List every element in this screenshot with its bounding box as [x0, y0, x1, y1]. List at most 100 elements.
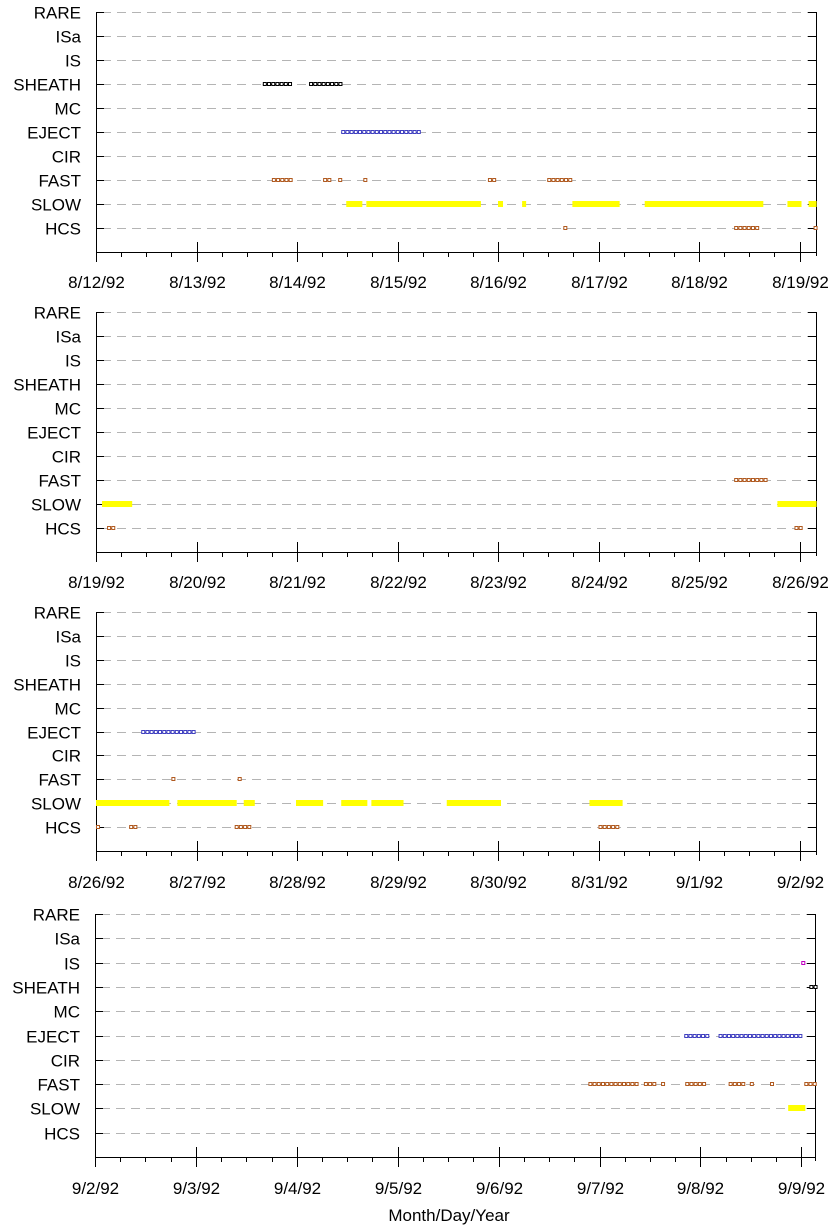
interval-marker: [742, 226, 747, 230]
interval-marker: [705, 1034, 710, 1038]
interval-marker: [191, 730, 196, 734]
x-tick-label: 9/1/92: [676, 873, 723, 892]
slow-bar: [96, 800, 170, 806]
interval-marker: [602, 825, 607, 829]
eject-interval: [141, 730, 196, 734]
x-tick-label: 8/24/92: [571, 573, 628, 592]
interval-marker: [605, 1082, 610, 1086]
interval-marker: [129, 825, 134, 829]
x-tick-label: 9/7/92: [577, 1179, 624, 1198]
interval-marker: [722, 1034, 727, 1038]
panel-4: RARE ISa IS SHEATH MC EJECT CIR FAST SLOW HCS 9/2/…: [12, 906, 825, 1199]
sheath-interval: [809, 985, 818, 989]
interval-marker: [179, 730, 184, 734]
interval-marker: [145, 730, 150, 734]
x-tick-label: 8/19/92: [68, 573, 125, 592]
interval-marker: [133, 825, 138, 829]
interval-marker: [338, 82, 343, 86]
interval-marker: [353, 130, 358, 134]
interval-marker: [617, 1082, 622, 1086]
interval-marker: [634, 1082, 639, 1086]
slow-bar: [644, 201, 764, 207]
interval-marker: [693, 1082, 698, 1086]
interval-marker: [652, 1082, 657, 1086]
y-tick-label: SHEATH: [13, 376, 81, 395]
interval-marker: [387, 130, 392, 134]
fast-interval: [338, 178, 343, 182]
x-tick-label: 8/23/92: [470, 573, 527, 592]
y-tick-label: HCS: [44, 1125, 80, 1144]
interval-marker: [701, 1034, 706, 1038]
interval-marker: [234, 825, 239, 829]
interval-marker: [746, 478, 751, 482]
y-tick-label: SLOW: [30, 1100, 80, 1119]
interval-marker: [609, 1082, 614, 1086]
interval-marker: [689, 1082, 694, 1086]
interval-marker: [763, 478, 768, 482]
interval-marker: [615, 825, 620, 829]
fast-interval: [363, 178, 368, 182]
y-tick-label: ISa: [55, 28, 81, 47]
interval-marker: [596, 1082, 601, 1086]
interval-marker: [798, 1034, 803, 1038]
eject-interval: [341, 130, 421, 134]
sheath-interval: [262, 82, 293, 86]
fast-interval: [588, 1082, 639, 1086]
interval-marker: [760, 1034, 765, 1038]
x-tick-label: 8/14/92: [269, 273, 326, 292]
y-tick-label: HCS: [45, 819, 81, 838]
slow-bar: [777, 501, 817, 507]
interval-marker: [684, 1034, 689, 1038]
y-tick-label: CIR: [52, 148, 81, 167]
interval-marker: [735, 1034, 740, 1038]
chart-panels: RARE ISa IS SHEATH MC EJECT CIR FAST SLOW HCS 8/12…: [12, 4, 829, 1199]
y-tick-label: SLOW: [31, 795, 81, 814]
interval-marker: [746, 226, 751, 230]
slow-bar: [788, 1105, 806, 1111]
y-tick-label: SLOW: [31, 496, 81, 515]
slow-bar: [346, 201, 363, 207]
interval-marker: [801, 961, 806, 965]
interval-marker: [400, 130, 405, 134]
interval-marker: [739, 1034, 744, 1038]
fast-interval: [734, 478, 768, 482]
interval-marker: [395, 130, 400, 134]
interval-marker: [738, 478, 743, 482]
interval-marker: [770, 1082, 775, 1086]
interval-marker: [747, 1034, 752, 1038]
hcs-interval: [598, 825, 620, 829]
interval-marker: [366, 130, 371, 134]
y-tick-label: RARE: [33, 906, 80, 925]
x-tick-label: 8/25/92: [671, 573, 728, 592]
interval-marker: [334, 82, 339, 86]
x-tick-label: 9/8/92: [677, 1179, 724, 1198]
interval-marker: [166, 730, 171, 734]
x-tick-label: 9/2/92: [72, 1179, 119, 1198]
y-tick-label: IS: [64, 955, 80, 974]
interval-marker: [362, 130, 367, 134]
y-tick-label: MC: [54, 1003, 80, 1022]
interval-marker: [559, 178, 564, 182]
interval-marker: [630, 1082, 635, 1086]
y-tick-label: ISa: [55, 628, 81, 647]
y-tick-label: RARE: [34, 304, 81, 323]
interval-marker: [737, 1082, 742, 1086]
slow-bar: [446, 800, 502, 806]
interval-marker: [111, 526, 116, 530]
interval-marker: [598, 825, 603, 829]
x-tick-label: 9/4/92: [274, 1179, 321, 1198]
interval-marker: [379, 130, 384, 134]
x-tick-label: 8/28/92: [269, 873, 326, 892]
x-tick-label: 8/15/92: [370, 273, 427, 292]
x-axis-label: Month/Day/Year: [388, 1206, 510, 1225]
x-tick-label: 8/18/92: [671, 273, 728, 292]
y-tick-label: ISa: [55, 328, 81, 347]
interval-marker: [734, 478, 739, 482]
slow-bar: [522, 201, 527, 207]
y-tick-label: SHEATH: [12, 979, 80, 998]
y-tick-label: FAST: [38, 771, 81, 790]
interval-marker: [238, 825, 243, 829]
x-tick-label: 8/20/92: [169, 573, 226, 592]
x-tick-label: 8/26/92: [772, 573, 829, 592]
slow-bar: [808, 201, 817, 207]
